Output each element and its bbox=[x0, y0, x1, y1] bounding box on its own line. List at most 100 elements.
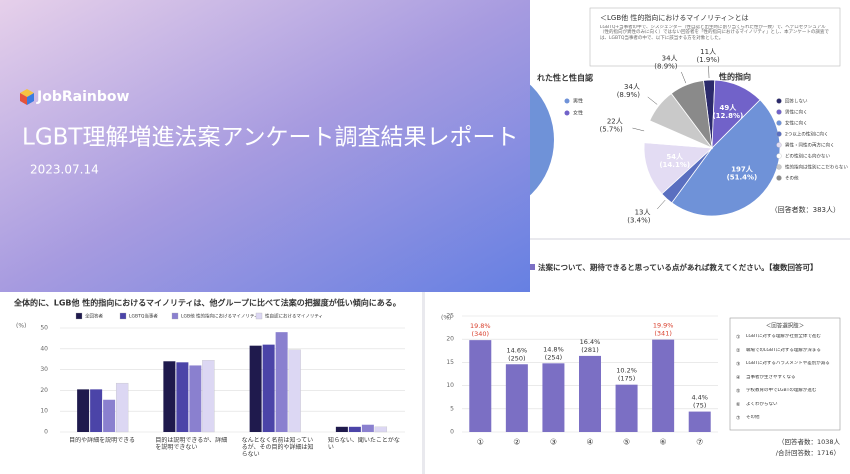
legend-dot bbox=[776, 120, 782, 126]
options-title: ＜回答選択肢＞ bbox=[766, 322, 805, 330]
pie-slice bbox=[671, 99, 781, 217]
y-tick-label: 40 bbox=[40, 345, 48, 352]
slice-count-label: 34人 bbox=[624, 83, 640, 91]
y-tick-label: 25 bbox=[446, 313, 454, 320]
bar bbox=[275, 332, 288, 432]
pie-slice bbox=[670, 80, 713, 150]
logo-left bbox=[20, 93, 27, 105]
options-box bbox=[729, 317, 841, 431]
value-label: 10.2% bbox=[616, 367, 637, 375]
leader-line bbox=[681, 71, 687, 84]
legend-swatch bbox=[255, 312, 263, 320]
leader-line bbox=[708, 66, 710, 79]
legend-label: どの性別にも向かない bbox=[785, 153, 830, 160]
legend-swatch bbox=[75, 312, 83, 320]
y-tick-label: 20 bbox=[40, 387, 48, 394]
bar bbox=[542, 363, 565, 432]
option-label: 学校教育の中でLGBTの理解が進む bbox=[746, 388, 817, 393]
bar bbox=[90, 389, 103, 432]
bar bbox=[77, 389, 90, 432]
bar bbox=[374, 426, 388, 433]
x-tick-label: ② bbox=[513, 438, 520, 447]
legend-label: 回答しない bbox=[785, 98, 808, 105]
legend-label: 男性に向く bbox=[785, 109, 808, 116]
y-tick-label: 0 bbox=[44, 429, 48, 436]
pie-note: （回答者数：383人） bbox=[771, 205, 840, 214]
slice-count-label: 34人 bbox=[662, 55, 678, 63]
awareness-slide: 全体的に、LGB他 性的指向におけるマイノリティは、他グループに比べて法案の把握… bbox=[0, 290, 422, 474]
x-tick-label-wrap: 目的や詳細を説明できる bbox=[69, 437, 135, 444]
option-number: ③ bbox=[736, 362, 740, 368]
cover-slide: JobRainbow LGBT理解増進法案アンケート調査結果レポート 2023.… bbox=[0, 0, 530, 292]
x-tick-label: ④ bbox=[586, 438, 593, 447]
cover-title: LGBT理解増進法案アンケート調査結果レポート bbox=[22, 125, 519, 151]
pie-slice bbox=[643, 142, 713, 195]
option-label: その他 bbox=[746, 415, 760, 420]
value-label: 16.4% bbox=[580, 338, 601, 346]
y-tick-label: 50 bbox=[40, 325, 48, 332]
x-tick-label: ⑦ bbox=[696, 438, 703, 447]
orientation-slide: ＜LGB他 性的指向におけるマイノリティ＞とは LGBTQ+当事者の中で、シスジ… bbox=[402, 0, 850, 238]
slice-count-label: 13人 bbox=[635, 208, 651, 216]
legend-dot bbox=[776, 175, 782, 181]
legend-label: 女性 bbox=[573, 110, 583, 117]
legend-dot bbox=[776, 131, 782, 137]
bar bbox=[579, 355, 601, 432]
option-label: LGBTに対するハラスメントや差別が減る bbox=[746, 361, 830, 366]
option-number: ② bbox=[736, 348, 741, 354]
legend-label: 異性・同性の両方に向く bbox=[785, 142, 835, 149]
value-label: 19.8% bbox=[470, 322, 491, 330]
legend-label: LGBTQ当事者 bbox=[129, 313, 158, 320]
count-label: (254) bbox=[545, 353, 562, 361]
leader-line bbox=[632, 127, 645, 132]
slice-share-label: (12.8%) bbox=[712, 112, 743, 120]
legend-swatch bbox=[119, 312, 127, 320]
legend-dot bbox=[564, 98, 570, 104]
slice-share-label: (5.7%) bbox=[600, 126, 624, 134]
bar bbox=[361, 424, 374, 432]
x-tick-label-wrap: 目的は説明できるが、詳細を説明できない bbox=[155, 437, 227, 451]
option-label: よくわからない bbox=[746, 401, 778, 407]
legend-dot bbox=[776, 142, 782, 148]
slice-share-label: (8.9%) bbox=[654, 63, 678, 71]
slice-share-label: (1.9%) bbox=[696, 56, 720, 64]
brand: JobRainbow bbox=[36, 89, 129, 105]
bar bbox=[262, 344, 275, 432]
x-tick-label: ① bbox=[477, 438, 484, 447]
bar bbox=[202, 360, 215, 433]
unit-label: (%) bbox=[16, 323, 26, 330]
y-tick-label: 15 bbox=[446, 359, 454, 366]
option-label-wrap: 当事者が生きやすくなる bbox=[746, 374, 796, 380]
legend-label: その他 bbox=[785, 175, 799, 182]
y-tick-label: 30 bbox=[40, 366, 48, 373]
option-label: 職場でのLGBTに対する理解が深まる bbox=[746, 347, 821, 353]
y-tick-label: 10 bbox=[40, 408, 48, 415]
x-tick-label: なんとなく名前は知っているが、その目的や詳細は知らない bbox=[241, 437, 314, 459]
legend-label: 女性に向く bbox=[785, 120, 808, 127]
definition-box bbox=[589, 7, 841, 67]
legend-dot bbox=[776, 98, 782, 104]
slice-count-label: 22人 bbox=[607, 118, 623, 126]
note: （回答者数：1038人 bbox=[778, 437, 841, 446]
legend-dot bbox=[564, 110, 570, 116]
legend-label: 2つ以上の性別に向く bbox=[785, 131, 828, 138]
legend-swatch bbox=[171, 312, 179, 320]
option-label-wrap: その他 bbox=[746, 415, 760, 420]
value-label: 14.8% bbox=[543, 345, 564, 353]
bar bbox=[249, 345, 262, 432]
bar bbox=[615, 384, 638, 432]
legend-dot bbox=[776, 153, 782, 159]
heading: 全体的に、LGB他 性的指向におけるマイノリティは、他グループに比べて法案の把握… bbox=[13, 298, 401, 308]
y-tick-label: 0 bbox=[450, 429, 454, 436]
value-label: 4.4% bbox=[691, 394, 708, 402]
bar bbox=[163, 361, 176, 432]
legend-label: 男性 bbox=[573, 98, 583, 105]
option-label: 当事者が生きやすくなる bbox=[746, 374, 796, 380]
slice-count-label: 49人 bbox=[719, 103, 737, 112]
count-label: (340) bbox=[472, 330, 489, 338]
option-label-wrap: 職場でのLGBTに対する理解が深まる bbox=[746, 347, 821, 353]
count-label: (175) bbox=[618, 375, 635, 383]
bar bbox=[688, 411, 711, 432]
legend-dot bbox=[776, 164, 782, 170]
